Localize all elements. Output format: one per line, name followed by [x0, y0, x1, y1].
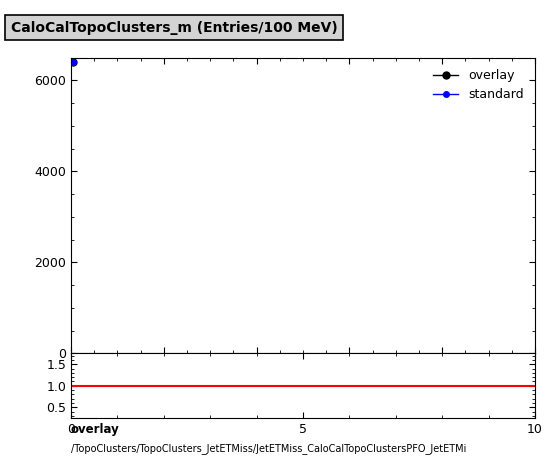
- Text: overlay: overlay: [71, 423, 120, 436]
- Text: CaloCalTopoClusters_m (Entries/100 MeV): CaloCalTopoClusters_m (Entries/100 MeV): [11, 21, 337, 35]
- Legend: overlay, standard: overlay, standard: [428, 64, 529, 106]
- Text: /TopoClusters/TopoClusters_JetETMiss/JetETMiss_CaloCalTopoClustersPFO_JetETMi: /TopoClusters/TopoClusters_JetETMiss/Jet…: [71, 444, 466, 455]
